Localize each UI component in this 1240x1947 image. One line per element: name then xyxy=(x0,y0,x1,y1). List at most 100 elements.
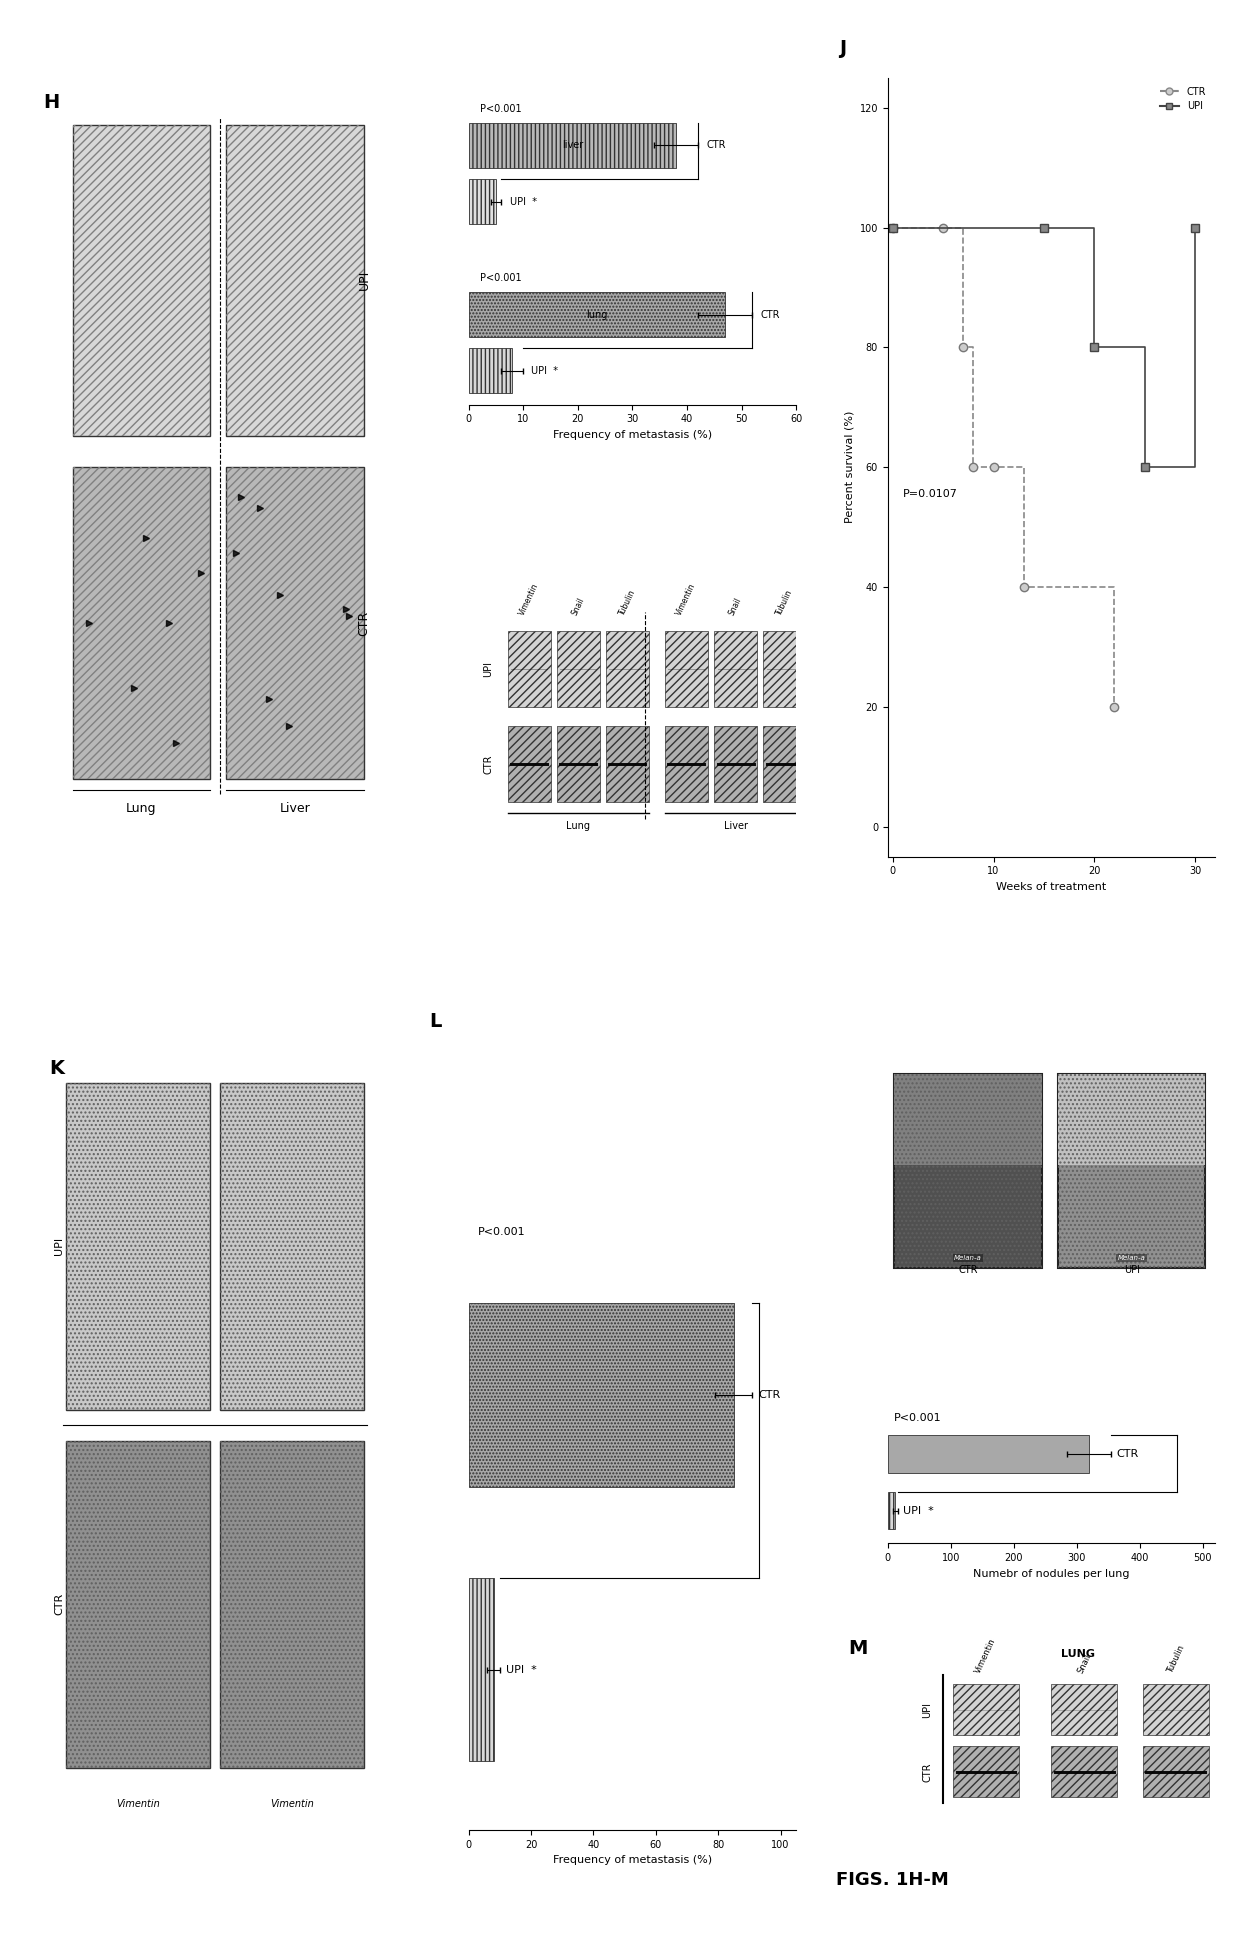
Bar xyxy=(66,1441,210,1768)
Bar xyxy=(469,123,676,167)
X-axis label: Numebr of nodules per lung: Numebr of nodules per lung xyxy=(973,1569,1130,1579)
Bar xyxy=(954,1746,1019,1797)
Text: Tubulin: Tubulin xyxy=(618,588,637,617)
X-axis label: Weeks of treatment: Weeks of treatment xyxy=(997,882,1106,892)
X-axis label: Frequency of metastasis (%): Frequency of metastasis (%) xyxy=(553,1855,712,1865)
Text: CTR: CTR xyxy=(55,1593,64,1616)
Text: Vimentin: Vimentin xyxy=(270,1799,314,1809)
Bar xyxy=(66,1083,210,1410)
Bar xyxy=(606,631,649,707)
Text: P=0.0107: P=0.0107 xyxy=(903,489,957,498)
Text: Vimentin: Vimentin xyxy=(675,582,698,617)
Text: CTR: CTR xyxy=(759,1390,781,1400)
Bar xyxy=(72,467,210,779)
Y-axis label: Percent survival (%): Percent survival (%) xyxy=(844,411,854,524)
Text: P<0.001: P<0.001 xyxy=(480,273,521,282)
Bar xyxy=(1052,1746,1117,1797)
Text: J: J xyxy=(838,39,846,58)
Bar xyxy=(469,1579,494,1762)
Text: Liver: Liver xyxy=(723,822,748,831)
Text: UPI: UPI xyxy=(357,271,371,290)
Bar xyxy=(1143,1746,1209,1797)
Bar xyxy=(469,349,512,393)
Text: Snail: Snail xyxy=(728,596,744,617)
Bar xyxy=(894,1075,1042,1267)
Bar xyxy=(606,726,649,802)
Bar xyxy=(764,726,806,802)
Bar xyxy=(72,467,210,779)
Bar xyxy=(508,726,551,802)
Bar xyxy=(219,1083,363,1410)
Bar xyxy=(72,125,210,436)
Text: CTR: CTR xyxy=(923,1762,932,1782)
Legend: CTR, UPI: CTR, UPI xyxy=(1156,82,1210,115)
Text: Tubulin: Tubulin xyxy=(1166,1643,1187,1674)
Text: Melan-a: Melan-a xyxy=(1117,1256,1146,1262)
Bar xyxy=(66,1441,210,1768)
Text: Snail: Snail xyxy=(570,596,587,617)
Text: LUNG: LUNG xyxy=(1060,1649,1095,1659)
Bar xyxy=(227,125,363,436)
Text: CTR: CTR xyxy=(1116,1449,1138,1458)
Bar xyxy=(469,292,725,337)
Text: FIGS. 1H-M: FIGS. 1H-M xyxy=(837,1871,949,1889)
Bar xyxy=(1058,1075,1205,1267)
Bar xyxy=(1052,1684,1117,1735)
Bar xyxy=(219,1083,363,1410)
Text: Lung: Lung xyxy=(567,822,590,831)
Bar xyxy=(508,631,551,707)
Text: UPI  *: UPI * xyxy=(506,1665,537,1674)
X-axis label: Frequency of metastasis (%): Frequency of metastasis (%) xyxy=(553,430,712,440)
Bar xyxy=(764,631,806,707)
Bar xyxy=(954,1684,1019,1735)
Text: M: M xyxy=(848,1639,868,1657)
Bar xyxy=(557,631,600,707)
Bar xyxy=(66,1083,210,1410)
Text: Vimentin: Vimentin xyxy=(973,1637,998,1674)
Text: P<0.001: P<0.001 xyxy=(479,1227,526,1236)
Text: CTR: CTR xyxy=(760,310,780,319)
Text: Lung: Lung xyxy=(126,802,156,816)
Bar xyxy=(1058,1075,1205,1166)
Text: UPI: UPI xyxy=(923,1702,932,1717)
Bar xyxy=(894,1075,1042,1166)
Text: P<0.001: P<0.001 xyxy=(480,103,521,113)
Text: CTR: CTR xyxy=(706,140,725,150)
Text: K: K xyxy=(50,1059,64,1079)
Text: P<0.001: P<0.001 xyxy=(894,1414,941,1423)
Text: Tubulin: Tubulin xyxy=(775,588,795,617)
Text: CTR: CTR xyxy=(959,1266,978,1275)
Text: Liver: Liver xyxy=(280,802,310,816)
Bar xyxy=(888,1435,1089,1474)
Text: H: H xyxy=(43,93,60,113)
Text: UPI  *: UPI * xyxy=(510,197,537,206)
Text: Vimentin: Vimentin xyxy=(117,1799,160,1809)
Text: UPI: UPI xyxy=(484,660,494,678)
Text: CTR: CTR xyxy=(357,611,371,635)
Bar xyxy=(227,125,363,436)
Bar xyxy=(1058,1075,1205,1267)
Text: UPI  *: UPI * xyxy=(532,366,558,376)
Bar xyxy=(219,1441,363,1768)
Text: lung: lung xyxy=(587,310,608,319)
Bar xyxy=(72,125,210,436)
Text: Snail: Snail xyxy=(1076,1653,1092,1674)
Text: UPI: UPI xyxy=(1123,1266,1140,1275)
Bar xyxy=(227,467,363,779)
Bar xyxy=(888,1491,895,1528)
Text: CTR: CTR xyxy=(484,753,494,773)
Bar xyxy=(665,631,708,707)
Bar xyxy=(557,726,600,802)
Text: L: L xyxy=(429,1012,441,1032)
Text: liver: liver xyxy=(562,140,583,150)
Bar xyxy=(469,179,496,224)
Bar xyxy=(714,726,756,802)
Text: UPI: UPI xyxy=(55,1236,64,1256)
Text: UPI  *: UPI * xyxy=(903,1505,934,1515)
Text: Melan-a: Melan-a xyxy=(954,1256,982,1262)
Bar xyxy=(714,631,756,707)
Bar xyxy=(469,1303,734,1488)
Bar xyxy=(219,1441,363,1768)
Bar xyxy=(1143,1684,1209,1735)
Bar xyxy=(665,726,708,802)
